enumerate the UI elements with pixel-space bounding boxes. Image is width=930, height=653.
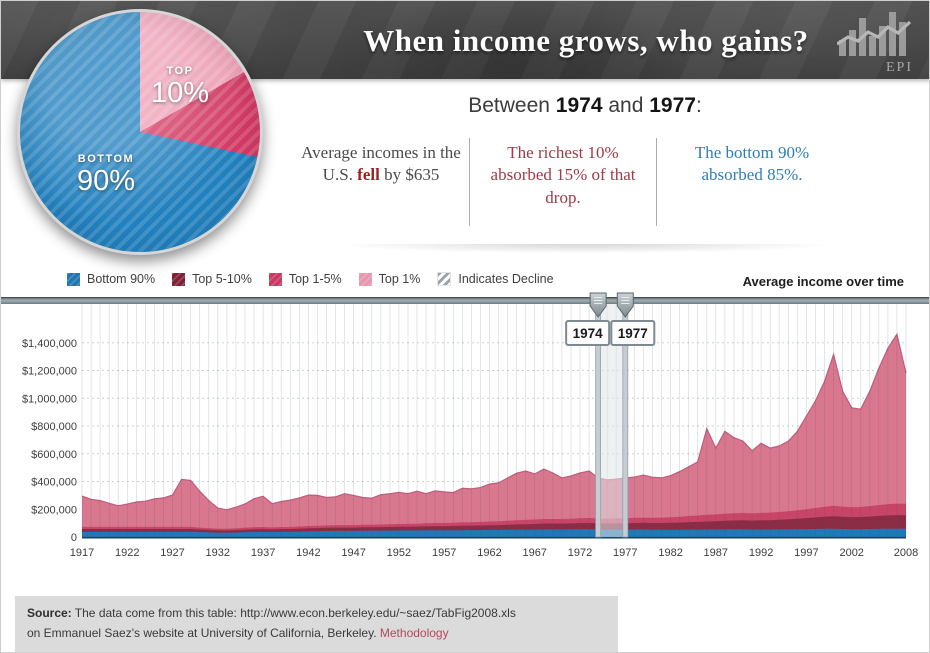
period-heading-mid: and	[602, 94, 650, 117]
x-axis-label: 1942	[296, 547, 320, 559]
section-divider-shadow	[269, 244, 901, 257]
range-end-year-box-label: 1977	[618, 326, 648, 341]
source-label: Source:	[27, 606, 72, 620]
area-bottom-90-	[82, 528, 906, 537]
pie-gloss-highlight	[20, 12, 260, 252]
stat-cards-row: Average incomes in the U.S. fell by $635…	[293, 138, 847, 230]
income-share-pie-chart: TOP 10% BOTTOM 90%	[17, 9, 263, 255]
chart-title: Average income over time	[742, 274, 904, 289]
legend-item-top-1-5: Top 1-5%	[268, 272, 342, 286]
period-year-to: 1977	[649, 94, 696, 117]
period-year-from: 1974	[555, 94, 603, 117]
legend-label-decline: Indicates Decline	[458, 272, 554, 286]
y-axis-label: $200,000	[31, 504, 77, 516]
x-axis-label: 2008	[894, 547, 918, 559]
stat1-text-post: by $635	[379, 165, 440, 185]
area-top-edge	[81, 332, 907, 511]
x-axis-label: 1922	[115, 547, 139, 559]
x-axis-label: 1917	[70, 547, 94, 559]
x-axis-label: 1932	[206, 547, 230, 559]
x-axis-label: 1977	[613, 547, 637, 559]
y-axis-label: $1,200,000	[22, 366, 77, 378]
x-axis-label: 1957	[432, 547, 456, 559]
legend-label-top-1-5: Top 1-5%	[288, 272, 342, 286]
range-start-year-box	[565, 320, 611, 346]
pie-slices: TOP 10% BOTTOM 90%	[20, 12, 260, 252]
area-top-1-	[82, 334, 906, 537]
average-income-area-chart: 1974 1977 $1,400,000 $1,200,000 $1,000,000 $8…	[1, 292, 930, 559]
x-axis-label: 1962	[477, 547, 501, 559]
legend-item-top-1: Top 1%	[358, 272, 421, 286]
methodology-link[interactable]: Methodology	[379, 625, 449, 640]
pie-bottom-label: BOTTOM	[77, 153, 135, 165]
legend-swatch-top-1	[358, 272, 372, 286]
y-axis-label: 0	[71, 532, 77, 544]
epi-logo: EPI	[837, 12, 913, 74]
legend-item-top-5-10: Top 5-10%	[172, 272, 252, 286]
range-start-year-box-label: 1974	[573, 326, 604, 341]
stat1-text-pre: Average incomes in the U.S.	[301, 143, 461, 185]
stat-card-bottom-90: The bottom 90% absorbed 85%.	[694, 143, 810, 185]
legend-label-top-5-10: Top 5-10%	[192, 272, 252, 286]
legend-swatch-top-1-5	[268, 272, 282, 286]
page-title: When income grows, who gains?	[363, 23, 809, 58]
source-note: Source: The data come from this table: h…	[15, 596, 618, 652]
source-line1: The data come from this table: http://ww…	[71, 606, 516, 620]
x-axis-label: 2002	[839, 547, 863, 559]
x-axis-label: 1927	[160, 547, 184, 559]
legend-item-decline: Indicates Decline	[437, 272, 554, 286]
pie-stripe-pattern	[20, 12, 260, 252]
x-axis-label: 1982	[658, 547, 682, 559]
period-heading-colon: :	[695, 94, 702, 117]
stat-card-richest-10: The richest 10% absorbed 15% of that dro…	[469, 138, 657, 226]
chart-legend: Bottom 90% Top 5-10% Top 1-5% Top 1% Indicat…	[67, 272, 554, 286]
legend-label-top-1: Top 1%	[378, 272, 421, 286]
x-axis-label: 1987	[704, 547, 728, 559]
y-axis-label: $800,000	[31, 421, 77, 433]
pie-label-top-10: TOP 10%	[136, 65, 224, 108]
legend-swatch-decline	[437, 272, 452, 286]
stat1-fell-highlight: fell	[357, 165, 380, 185]
y-axis-label: $400,000	[31, 477, 77, 489]
pie-top-label: TOP	[166, 65, 194, 77]
legend-label-bottom-90: Bottom 90%	[87, 272, 156, 286]
epi-logo-trend-line	[837, 20, 912, 46]
legend-swatch-top-5-10	[172, 272, 186, 286]
pie-label-bottom-90: BOTTOM 90%	[52, 153, 160, 196]
y-axis-label: $1,400,000	[22, 338, 77, 350]
legend-item-bottom-90: Bottom 90%	[67, 272, 155, 286]
slider-track-top-edge	[1, 297, 929, 299]
period-heading-pre: Between	[468, 94, 556, 117]
x-axis-label: 1947	[341, 547, 365, 559]
pie-top-value: 10%	[150, 77, 210, 109]
x-axis-label: 1972	[568, 547, 592, 559]
x-axis-label: 1952	[387, 547, 411, 559]
range-end-year-box	[610, 320, 656, 346]
slider-handle-left[interactable]	[589, 292, 607, 318]
epi-logo-text: EPI	[886, 60, 913, 74]
x-axis-label: 1967	[522, 547, 546, 559]
x-axis-label: 1992	[749, 547, 773, 559]
stat-card-average-income: Average incomes in the U.S. fell by $635	[293, 138, 469, 187]
x-axis-label: 1997	[794, 547, 818, 559]
period-heading: Between 1974 and 1977:	[271, 94, 899, 118]
pie-bottom-value: 90%	[76, 165, 136, 197]
y-axis-label: $600,000	[31, 449, 77, 461]
source-line2: on Emmanuel Saez's website at University…	[27, 625, 380, 640]
x-axis-label: 1937	[251, 547, 275, 559]
legend-swatch-bottom-90	[67, 272, 80, 286]
slider-handle-right[interactable]	[616, 292, 634, 318]
slider-track[interactable]	[1, 297, 930, 304]
y-axis-label: $1,000,000	[22, 393, 77, 405]
